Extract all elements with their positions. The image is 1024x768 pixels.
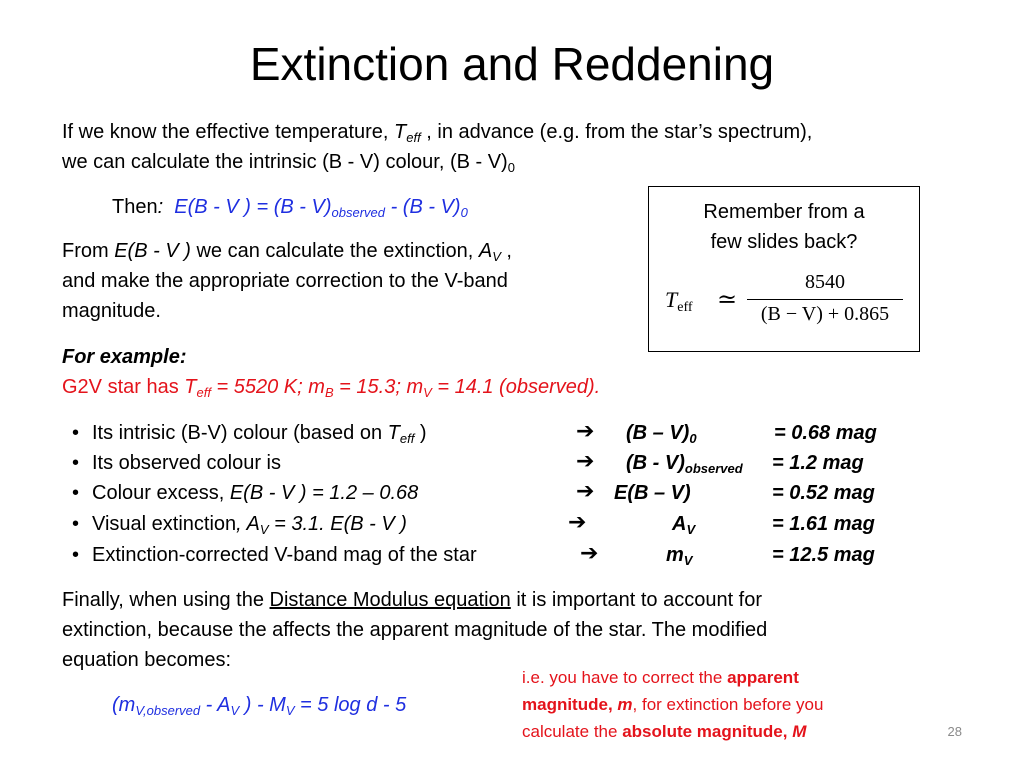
bullet-1-text: Its intrisic (B-V) colour (based on Teff… xyxy=(92,422,427,446)
slide-title: Extinction and Reddening xyxy=(249,38,775,90)
finally-line-2: extinction, because the affects the appa… xyxy=(62,619,768,641)
distance-modulus-link[interactable]: Distance Modulus equation xyxy=(269,589,511,611)
note-line-3: calculate the absolute magnitude, M xyxy=(522,722,807,741)
from-line-2: and make the appropriate correction to t… xyxy=(62,270,508,292)
arrow-icon: ➔ xyxy=(568,509,587,534)
bullet-3-text: Colour excess, E(B - V ) = 1.2 – 0.68 xyxy=(92,482,419,504)
finally-line-1: Finally, when using the Distance Modulus… xyxy=(62,589,763,611)
bullet-dot: • xyxy=(72,482,80,504)
note-line-1: i.e. you have to correct the apparent xyxy=(522,668,799,687)
arrow-icon: ➔ xyxy=(576,418,595,443)
bullet-4-result: AV xyxy=(672,513,696,537)
bullet-3-result: E(B – V) xyxy=(614,482,691,504)
reminder-line-2: few slides back? xyxy=(710,231,858,253)
bullet-5-result: mV xyxy=(666,544,693,568)
bullet-4-value: = 1.61 mag xyxy=(772,513,875,535)
finally-line-3: equation becomes: xyxy=(62,649,232,671)
bullet-dot: • xyxy=(72,544,80,566)
intro-line-1: If we know the effective temperature, Te… xyxy=(62,121,813,145)
page-number: 28 xyxy=(947,724,962,739)
reminder-line-1: Remember from a xyxy=(703,201,865,223)
fraction-bar xyxy=(747,299,903,300)
bullet-dot: • xyxy=(72,422,80,444)
bullet-1-value: = 0.68 mag xyxy=(774,422,877,444)
bullet-1-result: (B – V)0 xyxy=(626,422,697,446)
bullet-2-text: Its observed colour is xyxy=(92,452,281,474)
arrow-icon: ➔ xyxy=(576,478,595,503)
reminder-box: Remember from a few slides back? Teff ≃ … xyxy=(648,186,920,352)
from-line-3: magnitude. xyxy=(62,300,161,322)
bullet-3-value: = 0.52 mag xyxy=(772,482,875,504)
from-line-1: From E(B - V ) we can calculate the exti… xyxy=(62,240,512,264)
bullet-5-value: = 12.5 mag xyxy=(772,544,875,566)
note-line-2: magnitude, m, for extinction before you xyxy=(522,695,824,714)
teff-formula: Teff ≃ 8540 (B − V) + 0.865 xyxy=(665,269,905,333)
bullet-2-value: = 1.2 mag xyxy=(772,452,864,474)
bullet-dot: • xyxy=(72,452,80,474)
example-line: G2V star has Teff = 5520 K; mB = 15.3; m… xyxy=(62,376,601,400)
bullet-5-text: Extinction-corrected V-band mag of the s… xyxy=(92,544,477,566)
then-equation: Then: E(B - V ) = (B - V)observed - (B -… xyxy=(112,196,468,220)
reminder-text: Remember from a few slides back? xyxy=(649,197,919,257)
example-label: For example: xyxy=(62,346,187,368)
arrow-icon: ➔ xyxy=(580,540,599,565)
arrow-icon: ➔ xyxy=(576,448,595,473)
bullet-2-result: (B - V)observed xyxy=(626,452,743,476)
bullet-dot: • xyxy=(72,513,80,535)
bullet-4-text: Visual extinction, AV = 3.1. E(B - V ) xyxy=(92,513,407,537)
intro-line-2: we can calculate the intrinsic (B - V) c… xyxy=(62,151,515,175)
modified-distance-modulus-equation: (mV,observed - AV ) - MV = 5 log d - 5 xyxy=(112,694,407,718)
